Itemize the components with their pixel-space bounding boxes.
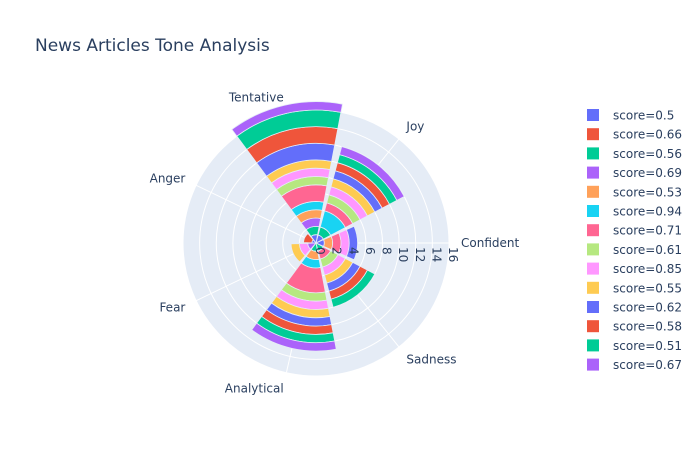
legend-item[interactable]: score=0.61 (587, 243, 682, 257)
legend-label: score=0.51 (613, 339, 682, 353)
legend-label: score=0.53 (613, 185, 682, 199)
legend-label: score=0.61 (613, 243, 682, 257)
legend-swatch (587, 109, 599, 121)
bar-segment[interactable] (345, 225, 358, 261)
category-label: Tentative (228, 91, 284, 105)
legend-item[interactable]: score=0.94 (587, 205, 682, 219)
legend-swatch (587, 147, 599, 160)
legend-swatch (587, 358, 599, 371)
legend-swatch (587, 320, 599, 333)
legend-swatch (587, 281, 599, 294)
legend-label: score=0.67 (613, 358, 682, 372)
category-label: Joy (405, 120, 424, 134)
angular-gridline (195, 184, 317, 244)
legend-item[interactable]: score=0.5 (587, 109, 674, 123)
radial-tick-label: 16 (446, 247, 460, 262)
legend-swatch (587, 166, 599, 179)
legend-label: score=0.94 (613, 205, 682, 219)
legend-swatch (587, 128, 599, 141)
legend-swatch (587, 185, 599, 198)
bar-segment[interactable] (339, 146, 405, 201)
legend-label: score=0.58 (613, 320, 682, 334)
legend-label: score=0.62 (613, 301, 682, 315)
legend-item[interactable]: score=0.71 (587, 224, 682, 238)
legend-swatch (587, 224, 599, 237)
category-labels: Confident Joy Tentative Anger Fear Analytical… (150, 91, 520, 396)
legend-label: score=0.5 (613, 109, 674, 123)
legend-swatch (587, 243, 599, 256)
legend-item[interactable]: score=0.66 (587, 128, 682, 142)
legend-item[interactable]: score=0.67 (587, 358, 682, 372)
bar-segment[interactable] (290, 243, 306, 263)
radial-tick-label: 6 (363, 247, 377, 255)
polar-bars (231, 101, 405, 352)
legend-label: score=0.66 (613, 128, 682, 142)
radial-tick-label: 2 (330, 247, 344, 255)
legend-item[interactable]: score=0.58 (587, 320, 682, 334)
legend-swatch (587, 301, 599, 313)
category-label: Analytical (225, 381, 284, 395)
legend-swatch (587, 205, 599, 217)
bar-segment[interactable] (330, 269, 376, 308)
category-label: Sadness (406, 352, 456, 366)
legend-item[interactable]: score=0.62 (587, 301, 682, 315)
category-label: Fear (159, 301, 185, 315)
bar-segment[interactable] (231, 101, 343, 137)
legend-item[interactable]: score=0.53 (587, 185, 682, 199)
category-label: Anger (150, 171, 186, 185)
legend-swatch (587, 262, 599, 275)
legend-label: score=0.56 (613, 147, 682, 161)
legend[interactable]: score=0.5 score=0.66 score=0.56 score=0.69 s… (587, 109, 682, 373)
bar-segment[interactable] (251, 322, 337, 352)
legend-item[interactable]: score=0.51 (587, 339, 682, 353)
radial-tick-label: 12 (413, 247, 427, 262)
legend-label: score=0.85 (613, 262, 682, 276)
radial-tick-label: 10 (396, 247, 410, 262)
legend-item[interactable]: score=0.69 (587, 166, 682, 180)
category-label: Confident (461, 236, 519, 250)
legend-item[interactable]: score=0.55 (587, 281, 682, 295)
legend-label: score=0.55 (613, 281, 682, 295)
legend-swatch (587, 339, 599, 352)
legend-label: score=0.69 (613, 166, 682, 180)
legend-label: score=0.71 (613, 224, 682, 238)
radial-tick-labels: 0 2 4 6 8 10 12 14 16 (313, 247, 460, 262)
radial-tick-label: 8 (380, 247, 394, 255)
legend-item[interactable]: score=0.85 (587, 262, 682, 276)
radial-tick-label: 0 (313, 247, 327, 255)
radial-tick-label: 14 (429, 247, 443, 262)
radial-tick-label: 4 (346, 247, 360, 255)
legend-item[interactable]: score=0.56 (587, 147, 682, 161)
chart-title: News Articles Tone Analysis (35, 36, 270, 56)
